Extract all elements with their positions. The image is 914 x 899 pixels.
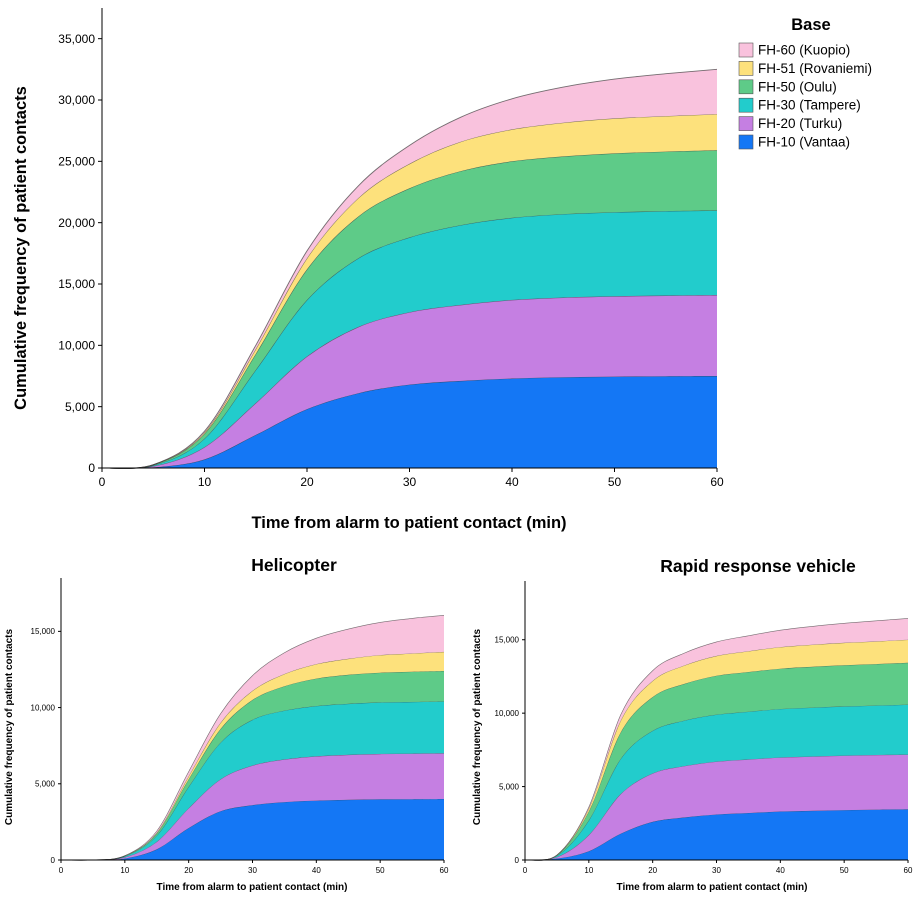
helicopter-chart-x-tick-label: 40 [312,866,321,875]
rapid-response-chart-area-fh-10-vantaa [525,809,908,860]
helicopter-chart-y-tick-label: 10,000 [31,703,56,712]
helicopter-chart-area-fh-10-vantaa [61,799,444,861]
helicopter-chart-area-fh-30-tampere [61,701,444,861]
rapid-response-chart-area-fh-51-rovaniemi [525,639,908,861]
rapid-response-chart-y-tick-label: 10,000 [495,709,520,718]
helicopter-chart-area-fh-20-turku [61,753,444,861]
helicopter-chart-title: Helicopter [251,555,337,575]
legend-swatch-fh-20-turku [738,116,754,131]
main-chart-y-tick-label: 15,000 [58,277,95,291]
helicopter-chart-area-fh-50-oulu [61,671,444,861]
legend-items: FH-60 (Kuopio) FH-51 (Rovaniemi) FH-50 (Ou… [738,42,872,150]
rapid-response-chart-x-tick-label: 50 [840,866,849,875]
legend-label-fh-10-vantaa: FH-10 (Vantaa) [758,135,850,150]
helicopter-chart-area-fh-51-rovaniemi [61,651,444,861]
rapid-response-chart-area-edge-fh-60-kuopio [524,618,909,861]
helicopter-chart-x-tick-label: 20 [184,866,193,875]
helicopter-chart-area-fh-60-kuopio [61,615,444,861]
rapid-response-chart-title: Rapid response vehicle [660,556,856,576]
legend-swatch-fh-10-vantaa [738,134,754,150]
helicopter-chart-area-edge-fh-60-kuopio [60,615,445,861]
main-chart-y-tick-label: 10,000 [58,339,95,353]
legend-swatch-fh-60-kuopio [738,42,754,58]
rapid-response-chart-x-tick-label: 20 [648,866,657,875]
legend-label-fh-51-rovaniemi: FH-51 (Rovaniemi) [758,61,872,76]
main-chart-area-fh-50-oulu [102,150,717,469]
rapid-response-chart-y-tick-label: 15,000 [495,636,520,645]
main-chart-y-tick-label: 30,000 [58,93,95,107]
legend-swatch-fh-50-oulu [738,79,754,95]
rapid-response-chart-x-tick-label: 40 [776,866,785,875]
main-chart-x-tick-label: 30 [403,475,417,489]
rapid-response-chart-x-tick-label: 10 [584,866,593,875]
legend-swatch-fh-30-tampere [738,97,754,113]
legend-label-fh-50-oulu: FH-50 (Oulu) [758,79,837,94]
rapid-response-chart-x-tick-label: 60 [904,866,913,875]
rapid-response-chart-area-fh-50-oulu [525,662,908,861]
main-chart-area-fh-60-kuopio [102,69,717,469]
main-chart-area-fh-30-tampere [102,210,717,469]
main-chart-x-tick-label: 20 [300,475,314,489]
rapid-response-chart: Rapid response vehicle 0 10 20 30 40 50 60 0 5,0… [472,556,913,893]
main-chart-x-tick-label: 0 [99,475,106,489]
helicopter-chart-y-axis-label: Cumulative frequency of patient contacts [4,628,15,825]
helicopter-chart-x-tick-label: 60 [440,866,449,875]
helicopter-chart-y-tick-label: 5,000 [35,780,56,789]
main-chart-area-edge-fh-60-kuopio [101,68,718,469]
main-chart-ticks: 0 10 20 30 40 50 60 0 5,000 10,000 15,000 20,000 25,… [58,32,724,489]
rapid-response-chart-x-axis-label: Time from alarm to patient contact (min) [617,882,808,893]
main-chart-y-tick-label: 20,000 [58,216,95,230]
main-chart-area-fh-10-vantaa [102,376,717,469]
main-chart-y-tick-label: 5,000 [65,400,95,414]
helicopter-chart-y-tick-label: 15,000 [31,627,56,636]
rapid-response-chart-areas [524,618,909,861]
rapid-response-chart-area-fh-30-tampere [525,704,908,861]
legend-label-fh-30-tampere: FH-30 (Tampere) [758,98,861,113]
rapid-response-chart-x-tick-label: 30 [712,866,721,875]
main-chart-x-tick-label: 40 [505,475,519,489]
rapid-response-chart-x-tick-label: 0 [523,866,528,875]
legend-label-fh-60-kuopio: FH-60 (Kuopio) [758,43,850,58]
helicopter-chart-areas [60,615,445,861]
helicopter-chart-x-tick-label: 0 [59,866,64,875]
main-chart-areas [101,68,718,469]
helicopter-chart-x-tick-label: 50 [376,866,385,875]
main-chart-x-tick-label: 60 [710,475,724,489]
helicopter-chart-x-tick-label: 10 [120,866,129,875]
helicopter-chart-y-tick-label: 0 [51,856,56,865]
main-chart-y-tick-label: 25,000 [58,155,95,169]
legend-swatch-fh-51-rovaniemi [738,61,754,76]
main-chart: 0 10 20 30 40 50 60 0 5,000 10,000 15,000 20,000 25,… [12,8,724,532]
rapid-response-chart-y-tick-label: 0 [515,856,520,865]
rapid-response-chart-y-tick-label: 5,000 [499,782,520,791]
main-chart-y-axis-label: Cumulative frequency of patient contacts [12,86,30,410]
helicopter-chart-ticks: 0 10 20 30 40 50 60 0 5,000 10,000 15,000 [31,627,449,875]
legend-title: Base [791,16,830,34]
rapid-response-chart-y-axis-label: Cumulative frequency of patient contacts [472,628,483,825]
main-chart-y-tick-label: 35,000 [58,32,95,46]
main-chart-x-axis-label: Time from alarm to patient contact (min) [251,514,566,532]
rapid-response-chart-ticks: 0 10 20 30 40 50 60 0 5,000 10,000 15,000 [495,636,913,875]
helicopter-chart-x-tick-label: 30 [248,866,257,875]
legend-label-fh-20-turku: FH-20 (Turku) [758,116,842,131]
main-chart-x-tick-label: 10 [198,475,212,489]
main-chart-area-fh-20-turku [102,295,717,469]
helicopter-chart: Helicopter 0 10 20 30 40 50 60 0 5,000 10,000 15,0… [4,555,449,893]
main-chart-x-tick-label: 50 [608,475,622,489]
legend: Base FH-60 (Kuopio) FH-51 (Rovaniemi) FH-5… [738,16,872,150]
rapid-response-chart-area-fh-20-turku [525,754,908,860]
helicopter-chart-x-axis-label: Time from alarm to patient contact (min) [157,882,348,893]
main-chart-area-fh-51-rovaniemi [102,114,717,469]
main-chart-y-tick-label: 0 [88,461,95,475]
